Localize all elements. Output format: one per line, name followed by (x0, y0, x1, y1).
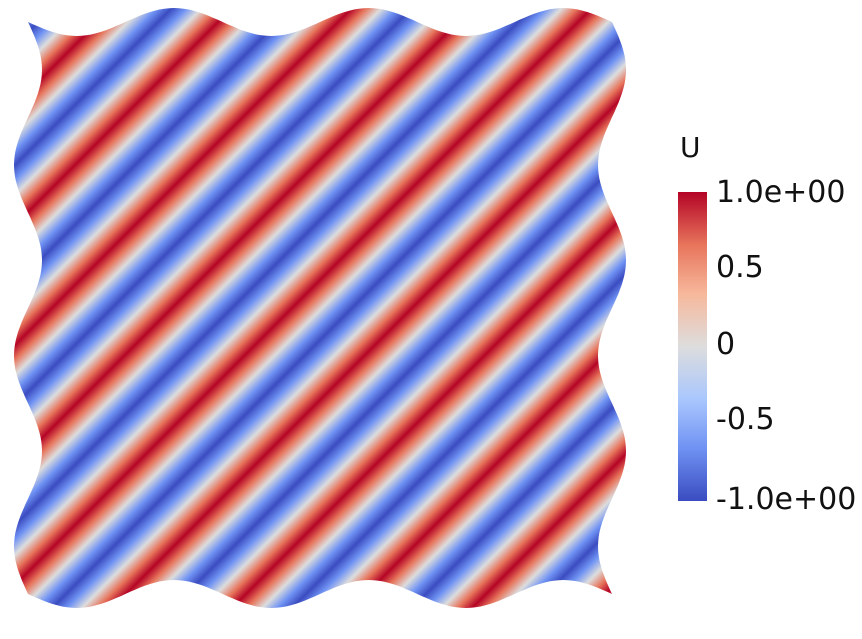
colorbar-title: U (680, 131, 701, 164)
wavy-domain-surface (14, 8, 626, 608)
colorbar-tick-zero: 0 (716, 327, 736, 362)
colorbar-tick-half: 0.5 (716, 250, 764, 285)
colorbar-tick-min: -1.0e+00 (716, 482, 857, 517)
colorbar-tick-neg-half: -0.5 (716, 402, 775, 437)
colorbar-tick-max: 1.0e+00 (716, 175, 846, 210)
colorbar (678, 192, 707, 501)
